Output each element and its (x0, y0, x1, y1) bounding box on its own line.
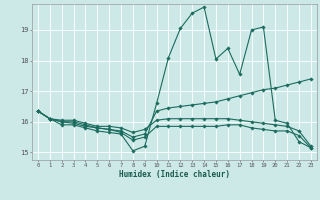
X-axis label: Humidex (Indice chaleur): Humidex (Indice chaleur) (119, 170, 230, 179)
